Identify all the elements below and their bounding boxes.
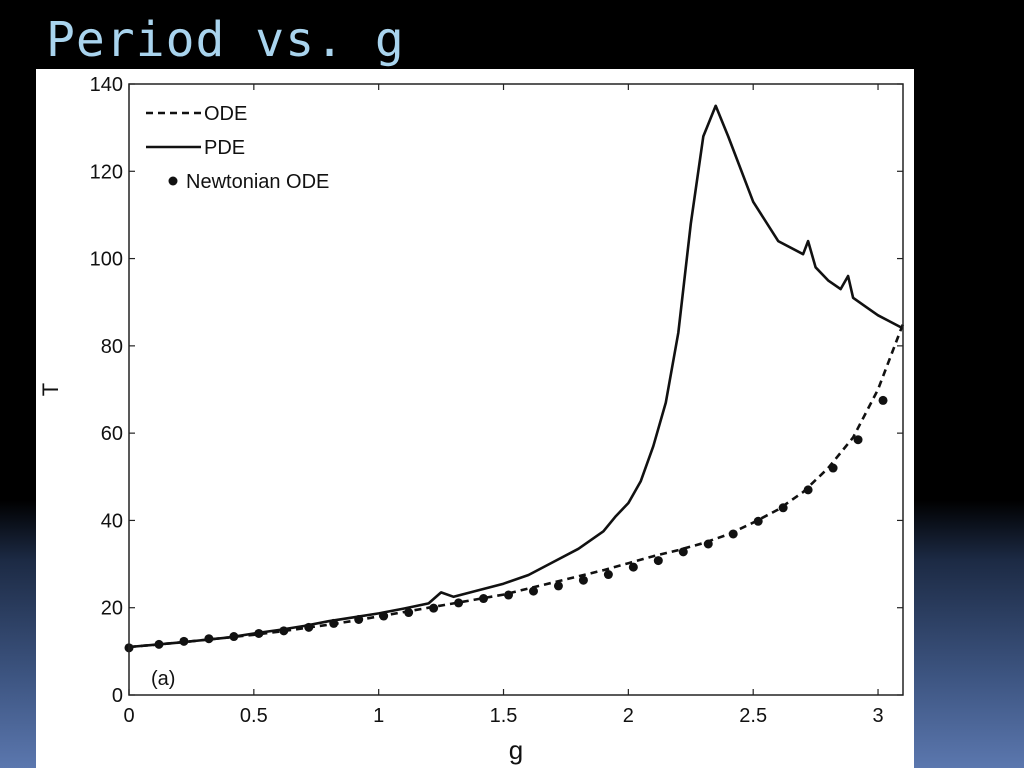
y-axis-label: T [38, 383, 63, 396]
newtonian-ode-point [504, 590, 514, 600]
newtonian-ode-point [628, 562, 638, 572]
newtonian-ode-point [753, 516, 763, 526]
newtonian-ode-point [329, 618, 339, 628]
newtonian-ode-point [528, 586, 538, 596]
newtonian-ode-point [379, 611, 389, 621]
newtonian-ode-point [279, 626, 289, 636]
ode-series-line [128, 323, 905, 649]
newtonian-ode-point [703, 539, 713, 549]
legend-pde-label: PDE [204, 137, 245, 159]
x-tick-label: 0 [123, 705, 134, 727]
y-tick-label: 40 [101, 510, 123, 532]
x-tick-label: 3 [872, 705, 883, 727]
newtonian-ode-point [254, 628, 264, 638]
newtonian-ode-point [603, 570, 613, 580]
x-axis-label: g [509, 735, 523, 765]
newtonian-ode-point [878, 395, 888, 405]
newtonian-ode-point [553, 581, 563, 591]
x-tick-label: 2 [623, 705, 634, 727]
newtonian-ode-point [229, 632, 239, 642]
newtonian-ode-point [828, 463, 838, 473]
y-tick-label: 20 [101, 598, 123, 620]
x-tick-label: 1 [373, 705, 384, 727]
panel-annotation: (a) [151, 668, 175, 690]
slide-title: Period vs. g [46, 12, 405, 68]
newtonian-ode-point [404, 608, 414, 618]
newtonian-ode-point [728, 529, 738, 539]
newtonian-ode-point [429, 603, 439, 613]
plot-frame [128, 83, 904, 696]
newtonian-ode-point [678, 547, 688, 557]
newtonian-ode-point [204, 634, 214, 644]
chart-panel: 0 0.5 1 1.5 2 2.5 3 0 20 40 60 80 100 120 140 g T (a) … [36, 69, 914, 768]
legend: ODE PDE Newtonian ODE [146, 103, 329, 193]
x-tick-label: 2.5 [739, 705, 767, 727]
newtonian-ode-point [479, 594, 489, 604]
legend-newtonian-label: Newtonian ODE [186, 171, 329, 193]
y-tick-label: 80 [101, 336, 123, 358]
x-tick-label: 0.5 [240, 705, 268, 727]
newtonian-ode-point [778, 503, 788, 513]
axis-ticks: 0 0.5 1 1.5 2 2.5 3 0 20 40 60 80 100 120 140 [90, 74, 903, 727]
newtonian-ode-point [454, 598, 464, 608]
pde-series-line [128, 104, 904, 649]
y-tick-label: 0 [112, 685, 123, 707]
newtonian-ode-point [578, 575, 588, 585]
y-tick-label: 140 [90, 74, 123, 96]
newtonian-ode-point [803, 485, 813, 495]
x-tick-label: 1.5 [490, 705, 518, 727]
newtonian-ode-point [304, 622, 314, 632]
newtonian-ode-point [653, 556, 663, 566]
y-tick-label: 100 [90, 249, 123, 271]
y-tick-label: 120 [90, 161, 123, 183]
y-tick-label: 60 [101, 423, 123, 445]
legend-ode-label: ODE [204, 103, 247, 125]
newtonian-ode-point [179, 636, 189, 646]
newtonian-ode-point [154, 639, 164, 649]
newtonian-ode-point [853, 435, 863, 445]
legend-newtonian-swatch [168, 176, 178, 186]
newtonian-ode-point [354, 614, 364, 624]
plot-area [124, 104, 905, 653]
